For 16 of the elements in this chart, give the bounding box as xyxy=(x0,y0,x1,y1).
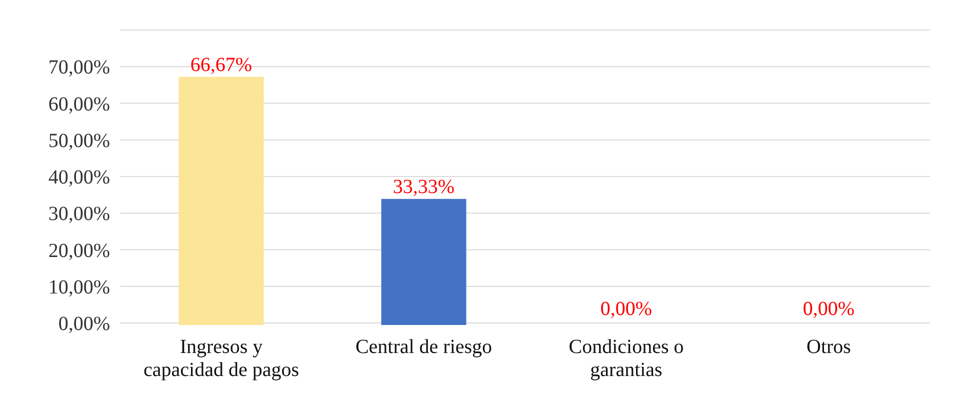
y-tick-label: 50,00% xyxy=(48,130,110,152)
x-tick-label: Otros xyxy=(806,336,852,358)
x-tick-label: Condiciones o garantias xyxy=(568,336,684,381)
y-tick-label: 20,00% xyxy=(48,240,110,262)
x-tick-label: Central de riesgo xyxy=(355,336,492,358)
y-tick-label: 70,00% xyxy=(48,56,110,79)
data-label: 0,00% xyxy=(600,298,652,320)
y-tick-label: 40,00% xyxy=(48,166,110,188)
x-tick-label: Ingresos y capacidad de pagos xyxy=(144,336,300,381)
data-label: 0,00% xyxy=(802,298,855,320)
y-tick-label: 30,00% xyxy=(48,203,110,226)
data-label: 66,67% xyxy=(190,54,252,76)
y-tick-label: 10,00% xyxy=(48,276,110,298)
y-tick-label: 60,00% xyxy=(48,93,110,116)
y-tick-label: 0,00% xyxy=(58,313,110,335)
data-label: 33,33% xyxy=(392,176,455,198)
